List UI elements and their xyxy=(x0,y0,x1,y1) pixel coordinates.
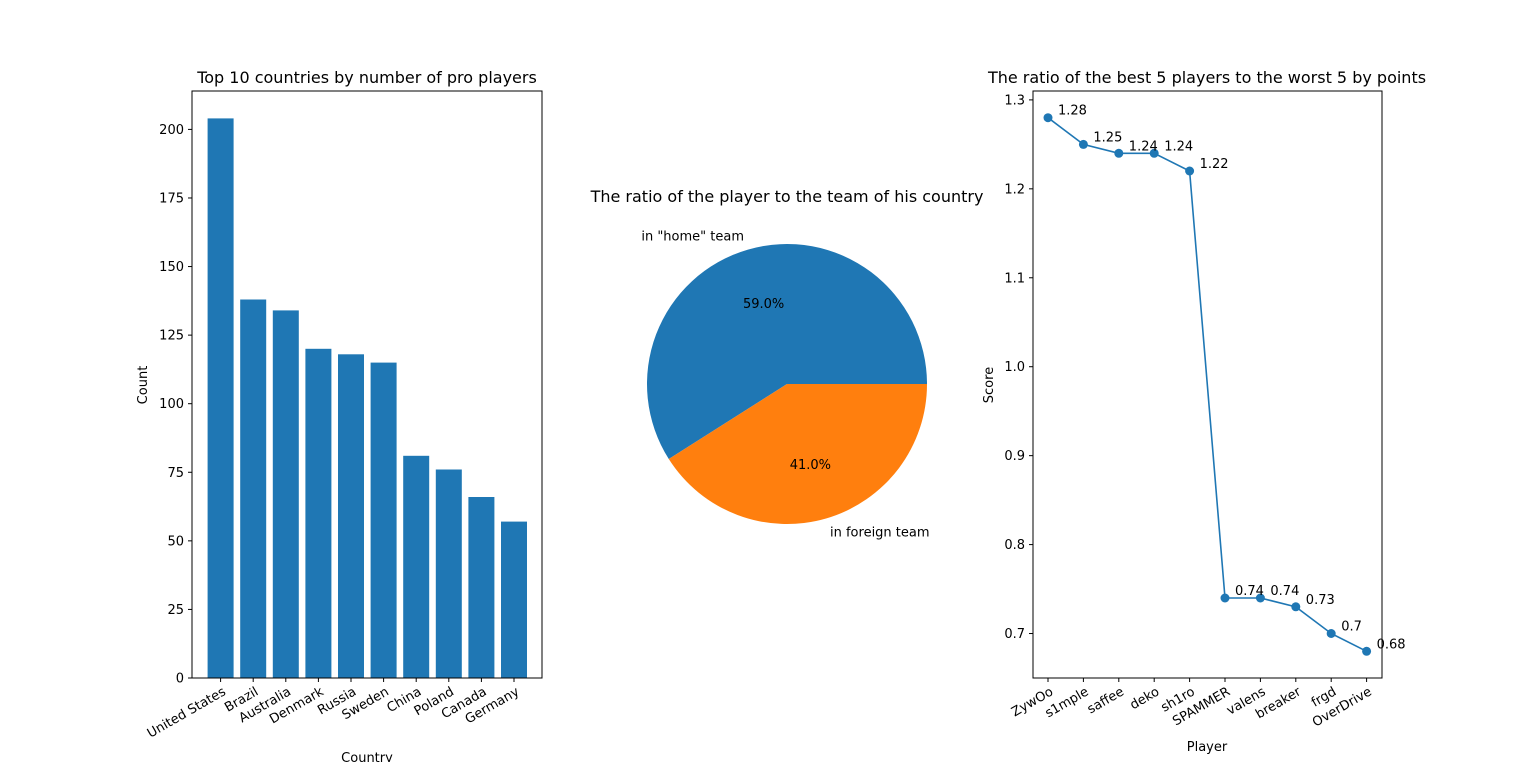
bar xyxy=(501,521,527,678)
y-tick-label: 175 xyxy=(159,191,184,206)
pie-slice-label: in foreign team xyxy=(830,525,930,540)
y-tick-label: 150 xyxy=(159,260,184,275)
bar xyxy=(468,497,495,678)
line-point xyxy=(1255,593,1265,603)
y-tick-label: 25 xyxy=(167,603,184,618)
pie-chart-title: The ratio of the player to the team of h… xyxy=(590,187,984,206)
point-annotation: 1.28 xyxy=(1058,104,1087,119)
bar-chart-ylabel: Count xyxy=(136,366,151,405)
pie-slice-label: in "home" team xyxy=(641,230,744,245)
y-tick-label: 50 xyxy=(167,534,184,549)
point-annotation: 0.68 xyxy=(1377,637,1406,652)
line-point xyxy=(1220,593,1230,603)
line-chart-xlabel: Player xyxy=(1187,740,1228,755)
y-tick-label: 1.1 xyxy=(1004,271,1025,286)
pie-slice xyxy=(647,244,927,460)
point-annotation: 0.74 xyxy=(1235,584,1264,599)
point-annotation: 0.7 xyxy=(1341,620,1362,635)
line-point xyxy=(1362,646,1372,656)
y-tick-label: 1.3 xyxy=(1004,93,1025,108)
bar xyxy=(207,118,234,678)
pie-slice xyxy=(668,384,927,525)
bar xyxy=(272,310,299,678)
line-point xyxy=(1114,148,1124,158)
bar xyxy=(240,299,267,678)
point-annotation: 0.73 xyxy=(1306,593,1335,608)
line-point xyxy=(1078,139,1088,149)
line-point xyxy=(1043,113,1053,123)
y-tick-label: 0 xyxy=(176,672,184,687)
line-point xyxy=(1185,166,1195,176)
point-annotation: 1.22 xyxy=(1200,157,1229,172)
y-tick-label: 0.9 xyxy=(1004,449,1025,464)
pie-chart: The ratio of the player to the team of h… xyxy=(590,187,984,540)
line-chart-frame xyxy=(1032,90,1383,679)
y-tick-label: 200 xyxy=(159,123,184,138)
line-point xyxy=(1326,629,1336,638)
point-annotation: 1.24 xyxy=(1164,139,1193,154)
bar xyxy=(305,348,332,678)
y-tick-label: 0.8 xyxy=(1004,538,1025,553)
point-annotation: 1.25 xyxy=(1093,130,1122,145)
pie-percent-label: 41.0% xyxy=(790,458,831,473)
point-annotation: 0.74 xyxy=(1270,584,1299,599)
y-tick-label: 75 xyxy=(167,466,184,481)
y-tick-label: 1.2 xyxy=(1004,182,1025,197)
line-chart-title: The ratio of the best 5 players to the w… xyxy=(987,68,1426,87)
line-point xyxy=(1149,148,1159,158)
bar-chart-frame xyxy=(191,90,543,679)
pie-percent-label: 59.0% xyxy=(743,297,784,312)
line-chart-ylabel: Score xyxy=(982,367,997,403)
y-tick-label: 1.0 xyxy=(1004,360,1025,375)
bar xyxy=(370,362,397,678)
bar xyxy=(403,455,430,678)
line-series xyxy=(1047,117,1367,653)
bar-chart-title: Top 10 countries by number of pro player… xyxy=(196,68,537,87)
y-tick-label: 0.7 xyxy=(1004,627,1025,642)
y-tick-label: 100 xyxy=(159,397,184,412)
bar-chart-xlabel: Country xyxy=(341,751,393,762)
bar xyxy=(435,469,462,678)
y-tick-label: 125 xyxy=(159,329,184,344)
bar xyxy=(338,354,364,678)
line-point xyxy=(1291,602,1301,612)
point-annotation: 1.24 xyxy=(1129,139,1158,154)
